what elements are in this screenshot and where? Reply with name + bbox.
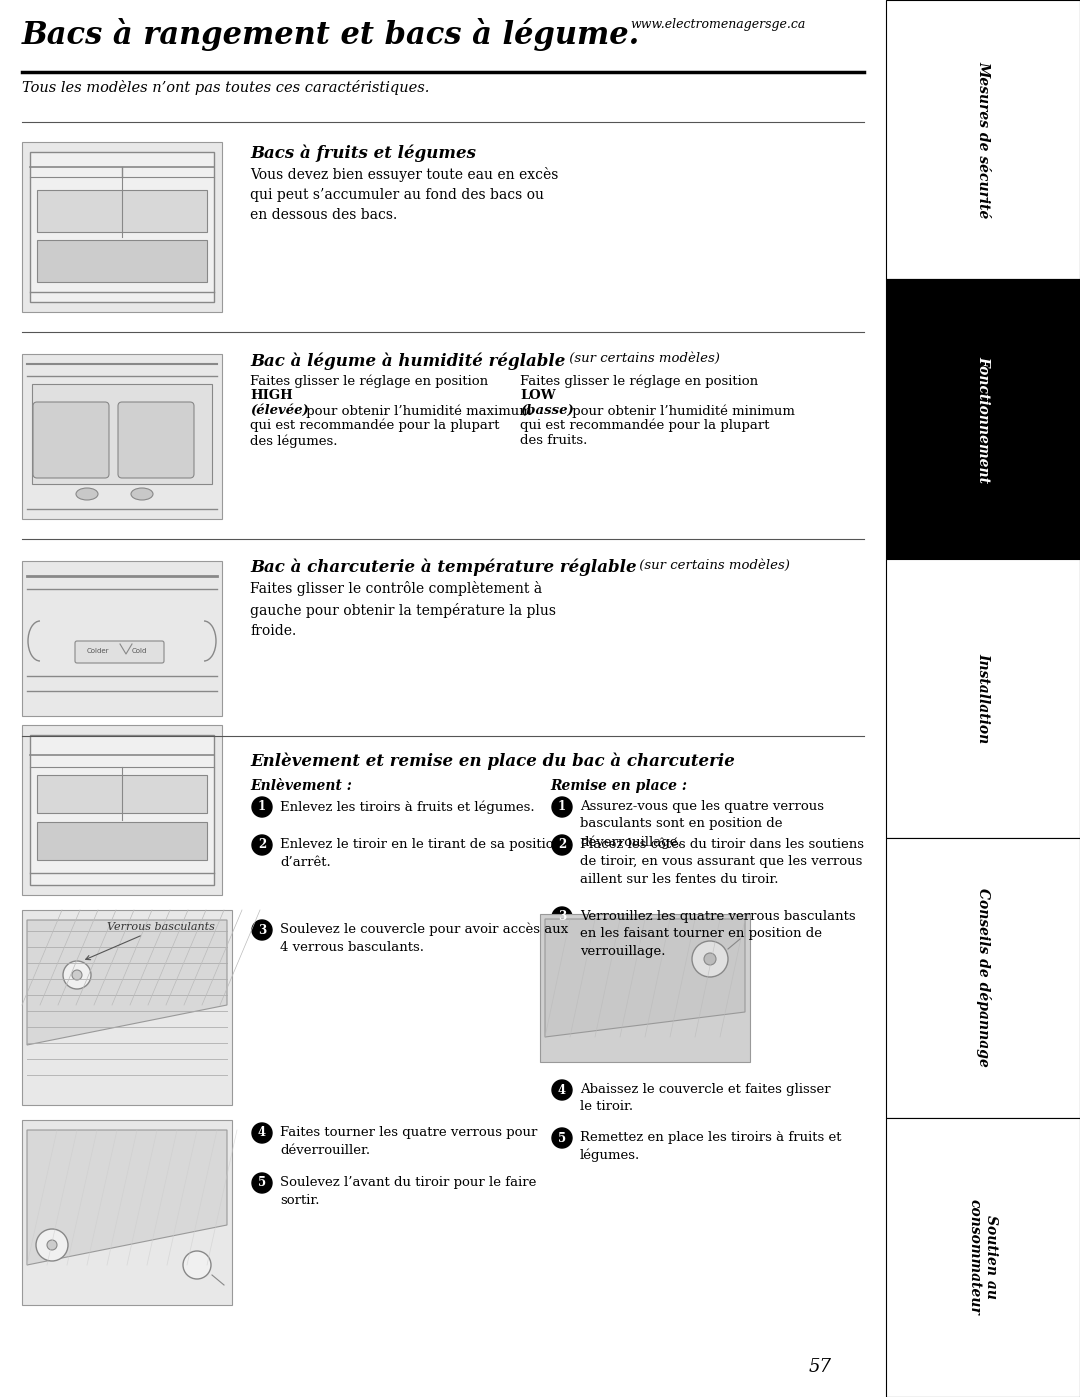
Circle shape: [183, 1250, 211, 1280]
Circle shape: [48, 1241, 57, 1250]
Bar: [886, 279, 1080, 559]
Text: pour obtenir l’humidité minimum: pour obtenir l’humidité minimum: [568, 404, 795, 418]
Polygon shape: [27, 1130, 227, 1266]
Bar: [22, 725, 222, 895]
FancyBboxPatch shape: [33, 402, 109, 478]
Text: (sur certains modèles): (sur certains modèles): [565, 352, 720, 365]
Text: 3: 3: [558, 911, 566, 923]
Text: Cold: Cold: [132, 648, 147, 654]
Text: Enlèvement et remise en place du bac à charcuterie: Enlèvement et remise en place du bac à c…: [249, 753, 734, 771]
Circle shape: [692, 942, 728, 977]
Text: 2: 2: [558, 838, 566, 852]
Text: Faites tourner les quatre verrous pour
déverrouiller.: Faites tourner les quatre verrous pour d…: [280, 1126, 538, 1157]
Bar: [32, 384, 212, 483]
Text: Conseils de dépannage: Conseils de dépannage: [975, 888, 990, 1067]
Text: 4: 4: [258, 1126, 266, 1140]
Text: Soulevez le couvercle pour avoir accès aux
4 verrous basculants.: Soulevez le couvercle pour avoir accès a…: [280, 923, 568, 954]
Text: Faites glisser le réglage en position: Faites glisser le réglage en position: [249, 374, 492, 387]
Circle shape: [63, 961, 91, 989]
Text: qui est recommandée pour la plupart: qui est recommandée pour la plupart: [519, 419, 769, 433]
Circle shape: [72, 970, 82, 981]
Bar: [30, 735, 214, 886]
Text: Assurez-vous que les quatre verrous
basculants sont en position de
déverrouillag: Assurez-vous que les quatre verrous basc…: [580, 800, 824, 849]
Text: pour obtenir l’humidité maximum: pour obtenir l’humidité maximum: [302, 404, 531, 418]
Circle shape: [552, 798, 572, 817]
Bar: [886, 838, 1080, 1118]
Circle shape: [252, 835, 272, 855]
Bar: [22, 909, 232, 1105]
Circle shape: [552, 835, 572, 855]
Ellipse shape: [131, 488, 153, 500]
Polygon shape: [545, 919, 745, 1037]
Text: 4: 4: [558, 1084, 566, 1097]
Circle shape: [36, 1229, 68, 1261]
Text: 5: 5: [258, 1176, 266, 1189]
Bar: [22, 562, 222, 717]
Text: Verrous basculants: Verrous basculants: [85, 922, 215, 960]
Bar: [22, 142, 222, 312]
Bar: [886, 1118, 1080, 1397]
Bar: [37, 775, 207, 813]
Polygon shape: [27, 921, 227, 1045]
Ellipse shape: [76, 488, 98, 500]
Text: Remettez en place les tiroirs à fruits et
légumes.: Remettez en place les tiroirs à fruits e…: [580, 1132, 841, 1162]
Text: Colder: Colder: [87, 648, 109, 654]
Text: (basse): (basse): [519, 404, 573, 416]
Bar: [37, 190, 207, 232]
Bar: [886, 0, 1080, 279]
Text: Enlevez le tiroir en le tirant de sa position
d’arrêt.: Enlevez le tiroir en le tirant de sa pos…: [280, 838, 562, 869]
Circle shape: [552, 1127, 572, 1148]
Circle shape: [552, 907, 572, 928]
Text: Verrouillez les quatre verrous basculants
en les faisant tourner en position de
: Verrouillez les quatre verrous basculant…: [580, 909, 855, 958]
Bar: [37, 821, 207, 861]
Text: Soutien au
consommateur: Soutien au consommateur: [968, 1200, 998, 1315]
Text: Soulevez l’avant du tiroir pour le faire
sortir.: Soulevez l’avant du tiroir pour le faire…: [280, 1176, 537, 1207]
Bar: [22, 353, 222, 520]
Circle shape: [252, 1123, 272, 1143]
Text: (sur certains modèles): (sur certains modèles): [635, 559, 789, 571]
Circle shape: [552, 1080, 572, 1099]
Text: Mesures de sécurité: Mesures de sécurité: [976, 61, 990, 218]
Text: des légumes.: des légumes.: [249, 434, 337, 447]
Circle shape: [252, 1173, 272, 1193]
Text: 1: 1: [258, 800, 266, 813]
Text: 57: 57: [809, 1358, 832, 1376]
FancyBboxPatch shape: [118, 402, 194, 478]
Text: Tous les modèles n’ont pas toutes ces caractéristiques.: Tous les modèles n’ont pas toutes ces ca…: [22, 80, 430, 95]
FancyBboxPatch shape: [75, 641, 164, 664]
Circle shape: [252, 921, 272, 940]
Text: Fonctionnement: Fonctionnement: [976, 356, 990, 482]
Bar: [30, 152, 214, 302]
Circle shape: [704, 953, 716, 965]
Text: (élevée): (élevée): [249, 404, 309, 416]
Text: Vous devez bien essuyer toute eau en excès
qui peut s’accumuler au fond des bacs: Vous devez bien essuyer toute eau en exc…: [249, 168, 558, 222]
Text: des fruits.: des fruits.: [519, 434, 588, 447]
Text: Enlèvement :: Enlèvement :: [249, 780, 352, 793]
Text: 1: 1: [558, 800, 566, 813]
Text: Installation: Installation: [976, 654, 990, 743]
Text: Bac à légume à humidité réglable: Bac à légume à humidité réglable: [249, 352, 565, 369]
Text: HIGH: HIGH: [249, 388, 293, 402]
Text: LOW: LOW: [519, 388, 555, 402]
Bar: [540, 914, 750, 1062]
Text: 2: 2: [258, 838, 266, 852]
Bar: [37, 240, 207, 282]
Bar: [886, 559, 1080, 838]
Text: Remise en place :: Remise en place :: [550, 780, 687, 793]
Text: Abaissez le couvercle et faites glisser
le tiroir.: Abaissez le couvercle et faites glisser …: [580, 1083, 831, 1113]
Bar: [22, 1120, 232, 1305]
Text: Faites glisser le contrôle complètement à
gauche pour obtenir la température la : Faites glisser le contrôle complètement …: [249, 581, 556, 637]
Text: Enlevez les tiroirs à fruits et légumes.: Enlevez les tiroirs à fruits et légumes.: [280, 800, 535, 813]
Text: Faites glisser le réglage en position: Faites glisser le réglage en position: [519, 374, 762, 387]
Text: Bac à charcuterie à température réglable: Bac à charcuterie à température réglable: [249, 559, 636, 577]
Text: Bacs à fruits et légumes: Bacs à fruits et légumes: [249, 145, 476, 162]
Text: 5: 5: [558, 1132, 566, 1144]
Text: Placez les côtés du tiroir dans les soutiens
de tiroir, en vous assurant que les: Placez les côtés du tiroir dans les sout…: [580, 838, 864, 886]
Text: qui est recommandée pour la plupart: qui est recommandée pour la plupart: [249, 419, 499, 433]
Circle shape: [252, 798, 272, 817]
Text: Bacs à rangement et bacs à légume.: Bacs à rangement et bacs à légume.: [22, 18, 640, 52]
Text: 3: 3: [258, 923, 266, 936]
Text: www.electromenagersge.ca: www.electromenagersge.ca: [630, 18, 806, 31]
